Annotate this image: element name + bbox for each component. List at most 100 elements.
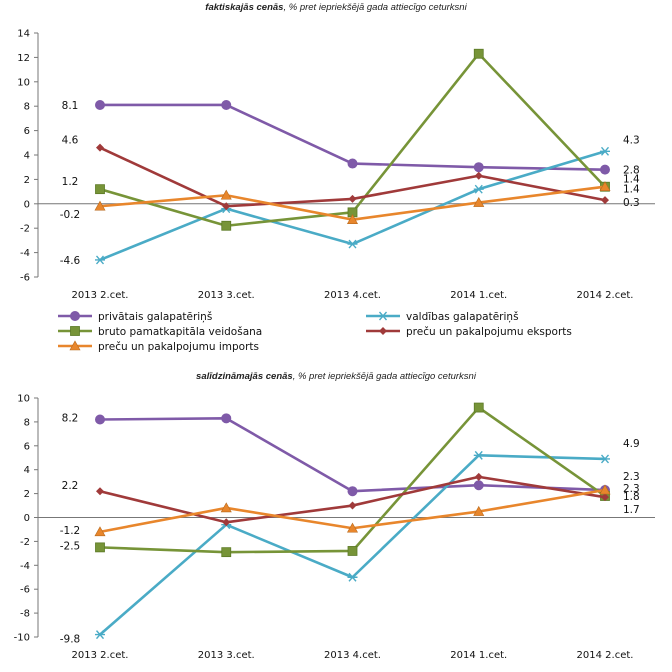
data-point	[95, 414, 105, 425]
y-tick-label: 6	[24, 126, 30, 137]
x-tick-label: 2013 4.cet.	[324, 290, 381, 301]
data-label: 2.3	[623, 471, 640, 483]
chart-1: -6 -4 -2 0 2 4 6 8 10 12 14 2013 2.cet. 2013 3.cet. 2…	[17, 29, 655, 353]
x-tick-label: 2013 3.cet.	[198, 650, 255, 661]
data-point	[221, 547, 232, 558]
data-label: 4.9	[623, 438, 640, 450]
series-5	[94, 484, 611, 537]
legend-label: preču un pakalpojumu imports	[98, 341, 259, 353]
y-tick-label: 2	[24, 175, 30, 186]
y-tick-label: -4	[20, 248, 30, 259]
data-point	[95, 99, 105, 110]
data-label: -1.2	[60, 525, 81, 537]
legend-item: valdības galapatēriņš	[366, 311, 519, 323]
series-3	[95, 402, 610, 558]
legend-item: bruto pamatkapitāla veidošana	[58, 326, 262, 338]
data-label: 1.7	[623, 504, 640, 516]
data-point	[347, 239, 358, 249]
data-point	[348, 194, 357, 203]
legend-marker	[70, 311, 80, 321]
data-label: 4.6	[62, 135, 79, 147]
data-point	[473, 402, 484, 413]
chart-2-title: salīdzināmajās cenās, % pret iepriekšējā…	[196, 371, 476, 382]
data-point	[96, 143, 104, 152]
data-label: 4.3	[623, 134, 640, 146]
data-point	[347, 572, 358, 582]
data-point	[222, 202, 231, 211]
y-tick-label: 2	[24, 489, 30, 500]
data-point	[346, 522, 359, 533]
data-point	[601, 493, 609, 502]
data-point	[94, 200, 106, 211]
series-3	[95, 48, 610, 231]
data-label: 8.1	[62, 100, 79, 112]
data-label: 2.8	[623, 165, 640, 177]
y-tick-label: 4	[24, 151, 30, 162]
y-tick-label: 12	[17, 53, 30, 64]
y-tick-label: 10	[17, 394, 30, 405]
legend-label: preču un pakalpojumu eksports	[406, 326, 572, 338]
data-point	[95, 255, 105, 265]
data-point	[221, 220, 232, 231]
data-label: 1.4	[623, 174, 640, 186]
series-2	[95, 146, 610, 265]
data-label: 1.2	[62, 176, 79, 188]
data-label: 2.3	[623, 483, 640, 495]
x-tick-label: 2014 1.cet.	[450, 290, 507, 301]
data-point	[473, 162, 484, 173]
legend-marker	[378, 311, 388, 321]
data-label: 8.2	[62, 413, 79, 425]
data-label: 1.4	[623, 184, 640, 196]
y-tick-label: 10	[17, 77, 30, 88]
series-line	[99, 475, 606, 524]
data-point	[473, 450, 484, 460]
data-point	[473, 505, 485, 516]
data-label: 2.2	[62, 480, 79, 492]
chart-1-title: faktiskajās cenās, % pret iepriekšējā ga…	[205, 2, 467, 13]
data-point	[473, 480, 484, 491]
data-point	[473, 48, 484, 59]
legend-item: privātais galapatēriņš	[58, 311, 212, 323]
series-line	[99, 454, 606, 636]
data-label: 1.8	[623, 491, 640, 503]
legend-marker	[69, 340, 81, 351]
x-tick-label: 2013 2.cet.	[72, 290, 129, 301]
chart-2: -10 -8 -6 -4 -2 0 2 4 6 8 10 2013 2.cet. 2013 3.cet.…	[14, 394, 655, 661]
y-tick-label: -8	[20, 609, 30, 620]
data-label: -9.8	[60, 634, 81, 646]
data-point	[347, 158, 358, 169]
data-label: -4.6	[60, 255, 81, 267]
y-tick-label: -2	[20, 537, 30, 548]
data-point	[95, 630, 105, 640]
data-point	[347, 486, 358, 497]
y-tick-label: 0	[24, 199, 30, 210]
series-2	[95, 450, 610, 640]
data-point	[346, 214, 359, 224]
series-1	[95, 413, 610, 497]
series-1	[95, 99, 610, 175]
data-label: -2.5	[60, 540, 81, 552]
data-point	[474, 472, 483, 481]
y-tick-label: 6	[24, 441, 30, 452]
data-point	[473, 184, 484, 194]
y-tick-label: -2	[20, 224, 30, 235]
x-tick-label: 2014 2.cet.	[577, 290, 634, 301]
data-point	[347, 546, 358, 556]
data-point	[601, 196, 609, 205]
data-point	[599, 484, 611, 495]
data-point	[474, 171, 483, 180]
series-4	[96, 143, 609, 211]
data-point	[599, 181, 611, 192]
x-tick-label: 2013 3.cet.	[198, 290, 255, 301]
data-label: -0.2	[60, 209, 81, 221]
x-tick-label: 2014 2.cet.	[577, 650, 634, 661]
data-point	[95, 542, 105, 553]
data-point	[600, 146, 610, 156]
legend-label: privātais galapatēriņš	[98, 311, 212, 323]
data-point	[348, 501, 357, 510]
data-label: 0.3	[623, 197, 640, 209]
legend-item: preču un pakalpojumu imports	[58, 340, 259, 353]
data-point	[473, 196, 485, 207]
y-tick-label: -6	[20, 273, 30, 284]
